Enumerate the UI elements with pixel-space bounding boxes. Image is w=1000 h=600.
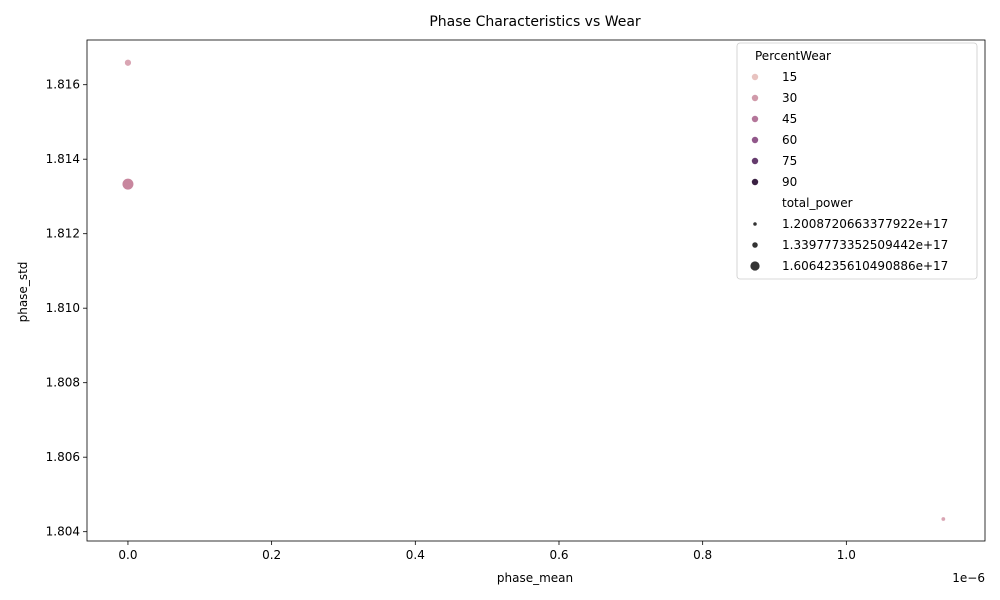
legend-hue-label: 60 <box>782 133 797 147</box>
data-point <box>121 178 135 191</box>
y-tick-label: 1.804 <box>46 525 80 539</box>
legend-size-title: total_power <box>782 196 853 210</box>
x-tick-label: 0.0 <box>118 548 137 562</box>
legend-hue-label: 75 <box>782 154 797 168</box>
chart-title: Phase Characteristics vs Wear <box>429 14 641 30</box>
x-tick-label: 0.4 <box>406 548 425 562</box>
legend-size-marker <box>752 242 758 248</box>
plot-frame <box>86 39 986 542</box>
legend-hue-marker <box>751 115 759 123</box>
legend-hue-label: 90 <box>782 175 797 189</box>
legend-hue-label: 15 <box>782 70 797 84</box>
legend-box <box>736 42 978 280</box>
x-tick-label: 1.0 <box>837 548 856 562</box>
y-tick-label: 1.816 <box>46 78 80 92</box>
y-tick-label: 1.808 <box>46 376 80 390</box>
y-tick-label: 1.812 <box>46 227 80 241</box>
legend-hue-marker <box>751 94 759 102</box>
legend: PercentWear 15 30 45 60 75 90 total_power 1.2008… <box>736 42 978 280</box>
x-tick-label: 0.8 <box>693 548 712 562</box>
x-tick-label: 0.6 <box>549 548 568 562</box>
legend-hue-marker <box>751 136 759 144</box>
legend-hue-marker <box>751 178 759 186</box>
y-tick-label: 1.814 <box>46 152 80 166</box>
y-tick-label: 1.810 <box>46 301 80 315</box>
legend-hue-label: 30 <box>782 91 797 105</box>
y-axis-label: phase_std <box>16 262 30 323</box>
points-layer <box>121 58 946 522</box>
legend-size-marker <box>750 261 760 271</box>
x-axis-offset-text: 1e−6 <box>952 571 985 585</box>
legend-size-marker <box>753 222 757 226</box>
x-axis-label: phase_mean <box>497 571 573 585</box>
data-point <box>124 58 132 67</box>
legend-hue-marker <box>751 157 759 165</box>
legend-hue-label: 45 <box>782 112 797 126</box>
x-tick-label: 0.2 <box>262 548 281 562</box>
legend-size-label: 1.2008720663377922e+17 <box>782 217 948 231</box>
data-point <box>940 516 946 522</box>
y-tick-label: 1.806 <box>46 450 80 464</box>
legend-hue-marker <box>751 73 759 81</box>
legend-size-label: 1.6064235610490886e+17 <box>782 259 948 273</box>
axes-layer: 0.0 0.2 0.4 0.6 0.8 1.0 1.804 1.806 1.808 1.810 1.… <box>46 39 986 562</box>
legend-hue-title: PercentWear <box>755 49 831 63</box>
legend-size-label: 1.3397773352509442e+17 <box>782 238 948 252</box>
